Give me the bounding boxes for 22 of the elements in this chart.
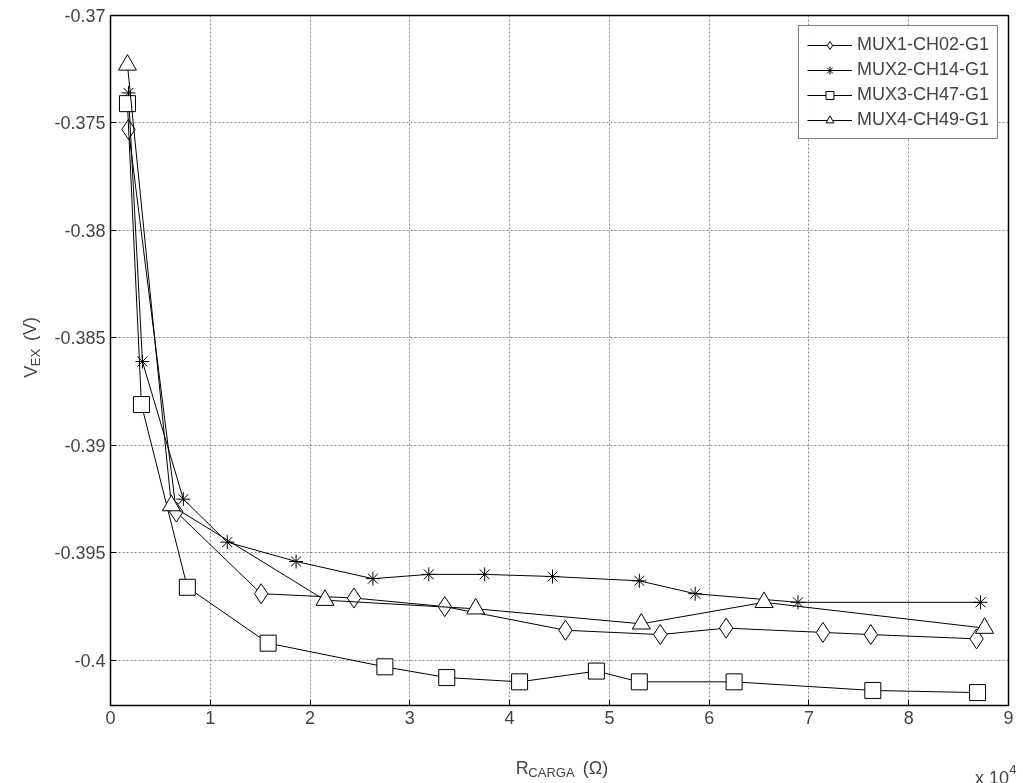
x-tick-label: 7 bbox=[803, 707, 814, 728]
y-tick-label: -0.395 bbox=[54, 543, 106, 564]
y-axis-title: VEX (V) bbox=[20, 316, 44, 378]
x-tick-label: 3 bbox=[404, 707, 415, 728]
y-tick-label: -0.39 bbox=[64, 435, 106, 456]
y-tick-label: -0.385 bbox=[54, 328, 106, 349]
legend-label: MUX3-CH47-G1 bbox=[856, 84, 989, 105]
x-tick-label: 1 bbox=[205, 707, 216, 728]
x-tick-label: 9 bbox=[1003, 707, 1014, 728]
legend-label: MUX1-CH02-G1 bbox=[856, 34, 989, 55]
x-tick-label: 0 bbox=[105, 707, 116, 728]
y-tick-label: -0.375 bbox=[54, 113, 106, 134]
legend-label: MUX2-CH14-G1 bbox=[856, 59, 989, 80]
x-tick-label: 4 bbox=[504, 707, 515, 728]
x-tick-label: 6 bbox=[704, 707, 715, 728]
y-tick-label: -0.4 bbox=[74, 650, 106, 671]
x-tick-label: 5 bbox=[604, 707, 615, 728]
legend-label: MUX4-CH49-G1 bbox=[856, 109, 989, 130]
x-tick-label: 2 bbox=[305, 707, 316, 728]
y-tick-label: -0.38 bbox=[64, 220, 106, 241]
y-tick-label: -0.37 bbox=[64, 6, 106, 26]
x-tick-label: 8 bbox=[903, 707, 914, 728]
